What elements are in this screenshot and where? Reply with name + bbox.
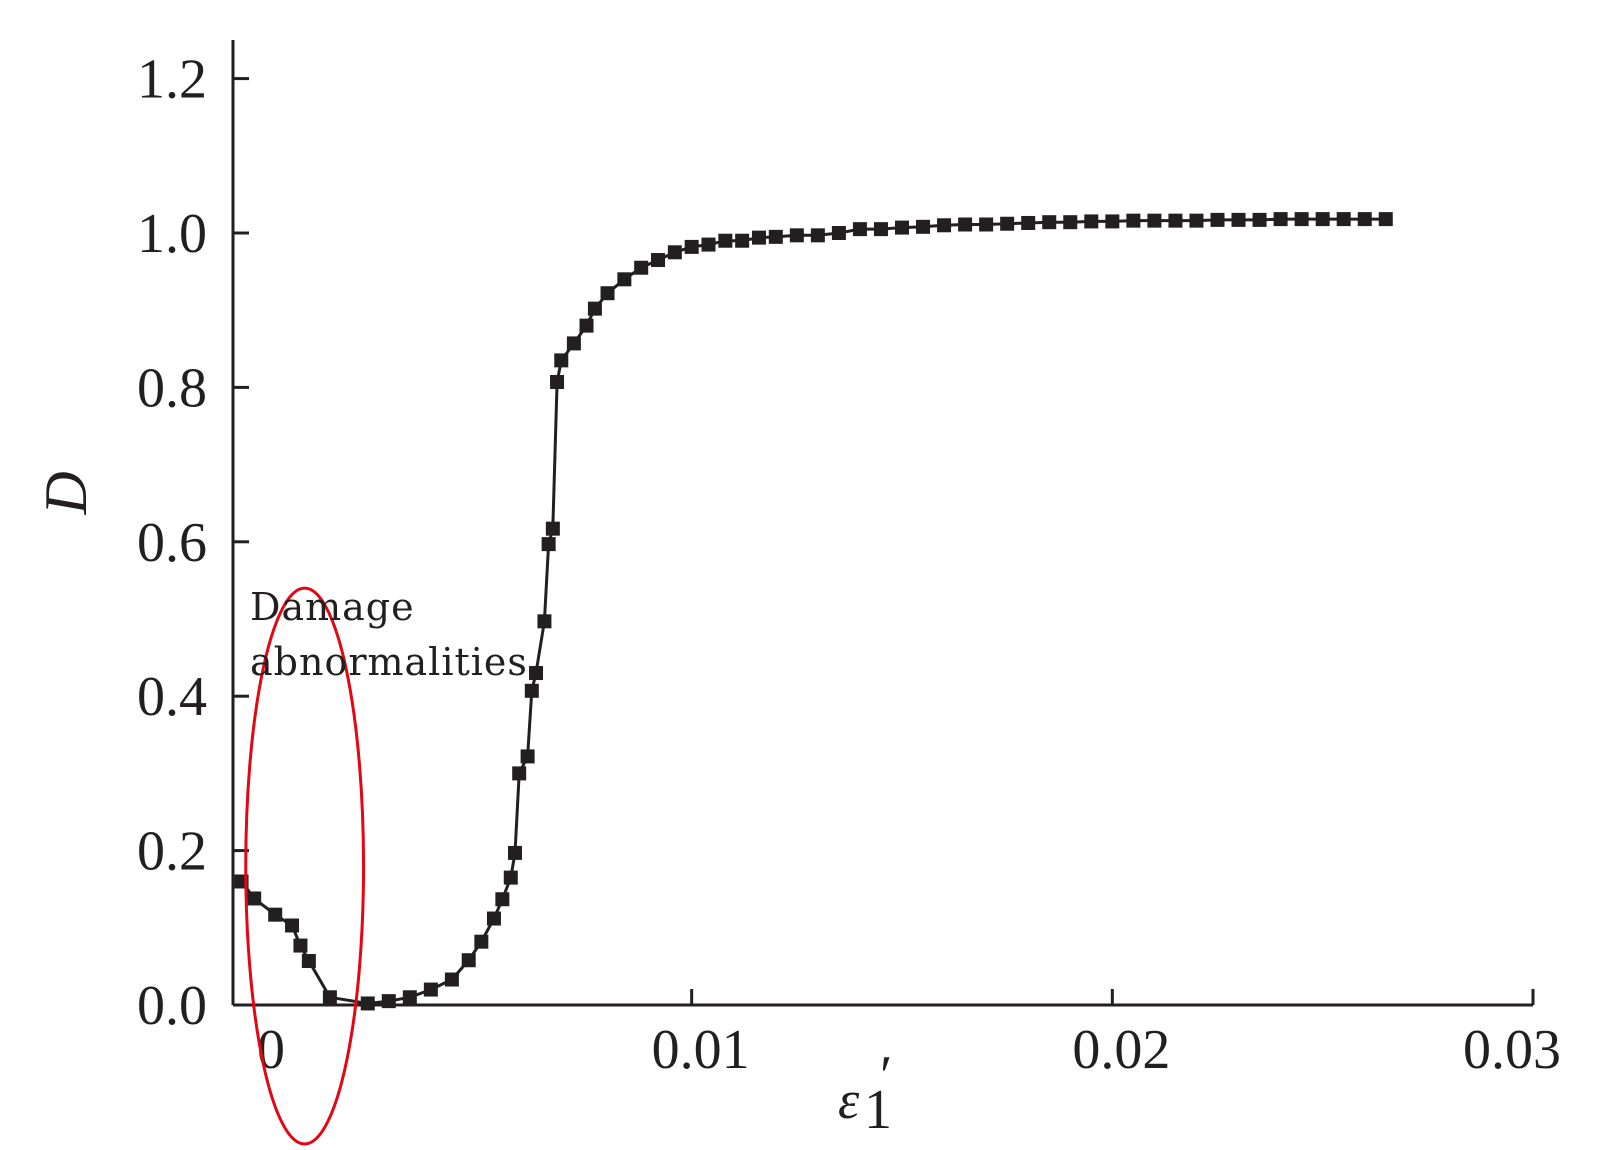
data-point — [545, 521, 560, 536]
data-point — [503, 870, 518, 885]
data-point — [852, 222, 867, 237]
data-point — [667, 245, 682, 260]
data-point — [1042, 215, 1057, 230]
data-point — [550, 374, 565, 389]
data-point — [895, 220, 909, 235]
data-point — [600, 286, 615, 301]
data-point — [402, 990, 417, 1005]
data-point — [1168, 213, 1183, 228]
data-point — [554, 353, 569, 368]
data-point — [789, 228, 804, 243]
data-point — [322, 990, 337, 1005]
data-point — [958, 217, 973, 232]
data-point — [718, 233, 733, 248]
data-point — [1063, 215, 1078, 230]
data-point — [524, 683, 539, 698]
data-point — [285, 918, 300, 933]
y-tick-label: 0.0 — [137, 975, 207, 1037]
data-point — [520, 749, 535, 764]
data-point — [579, 318, 594, 333]
x-tick-label: 0.02 — [1072, 1019, 1170, 1081]
y-tick-label: 1.0 — [137, 203, 207, 265]
data-point — [512, 766, 527, 781]
data-point — [1210, 212, 1225, 227]
data-point — [486, 911, 501, 926]
data-point — [651, 253, 666, 268]
x-tick-label: 0.01 — [652, 1019, 750, 1081]
data-point — [937, 218, 952, 233]
data-point — [831, 226, 846, 240]
data-point — [1357, 212, 1372, 227]
x-ticks: 0 0.01 0.02 0.03 — [257, 989, 1561, 1081]
data-point — [247, 891, 262, 906]
data-point — [566, 336, 581, 351]
data-point — [461, 953, 476, 968]
data-point — [916, 219, 931, 234]
data-point — [507, 845, 522, 860]
annotation-line-1: Damage — [250, 585, 415, 629]
x-axis-title-subscript: 1 — [864, 1079, 892, 1141]
data-point — [768, 229, 783, 244]
data-point — [1273, 212, 1288, 227]
y-tick-label: 1.2 — [137, 49, 207, 111]
y-tick-label: 0.8 — [137, 357, 207, 419]
data-point — [1126, 213, 1141, 228]
data-point — [1084, 214, 1099, 229]
data-point — [495, 892, 510, 907]
data-point — [1231, 212, 1246, 227]
y-ticks: 0.0 0.2 0.4 0.6 0.8 1.0 1.2 — [137, 49, 249, 1037]
x-axis-title-symbol: ε — [838, 1070, 860, 1130]
data-point — [268, 907, 283, 922]
y-tick-label: 0.4 — [137, 666, 207, 728]
data-point — [587, 301, 602, 316]
data-point — [1315, 212, 1330, 227]
data-point — [1105, 214, 1120, 229]
data-point — [634, 260, 649, 275]
data-point — [735, 233, 750, 248]
data-point — [617, 272, 632, 287]
data-point — [541, 537, 556, 552]
data-point — [684, 239, 699, 254]
data-point — [1252, 212, 1267, 227]
y-tick-label: 0.2 — [137, 821, 207, 883]
data-point — [1021, 215, 1036, 230]
data-point — [701, 237, 716, 252]
data-point — [1294, 212, 1309, 227]
data-point — [1000, 216, 1015, 231]
abnormality-highlight — [244, 586, 366, 1146]
series-line — [240, 217, 1386, 1006]
data-point — [301, 953, 316, 968]
data-point — [293, 938, 308, 953]
y-axis-title: D — [33, 471, 99, 515]
data-point — [423, 982, 438, 997]
data-point — [810, 228, 825, 243]
data-point — [360, 996, 375, 1011]
data-point — [1336, 212, 1351, 227]
data-point — [1147, 213, 1162, 228]
series-markers — [234, 212, 1393, 1011]
data-point — [537, 614, 552, 629]
data-point — [1189, 213, 1204, 228]
data-point — [529, 666, 544, 681]
data-point — [979, 217, 994, 232]
x-tick-label: 0.03 — [1463, 1019, 1561, 1081]
data-point — [873, 222, 888, 237]
y-tick-label: 0.6 — [137, 512, 207, 574]
annotation-line-2: abnormalities — [250, 640, 528, 684]
data-point — [1378, 212, 1393, 227]
x-axis-title-prime: ′ — [880, 1045, 892, 1107]
data-point — [444, 972, 459, 987]
data-point — [474, 934, 489, 949]
x-axis-title: ε 1 ′ — [838, 1045, 892, 1141]
data-point — [381, 994, 396, 1009]
data-point — [751, 230, 766, 245]
